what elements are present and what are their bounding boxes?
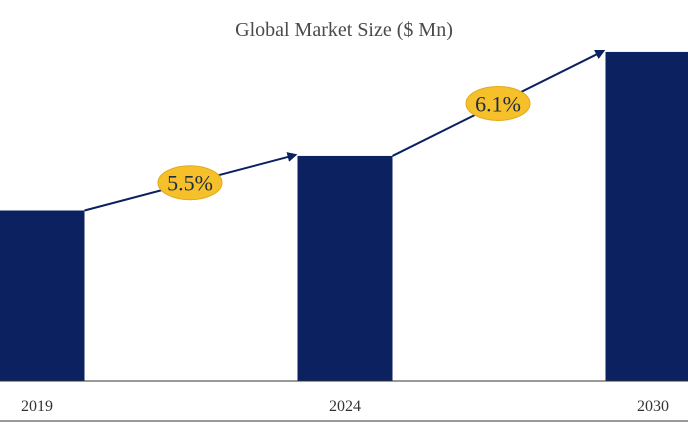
bars-layer xyxy=(0,51,688,382)
bar-2019 xyxy=(0,210,85,381)
cagr-badge-1 xyxy=(157,165,223,201)
cagr-label-1: 5.5% xyxy=(167,171,213,196)
cagr-label-2: 6.1% xyxy=(475,91,521,116)
cagr-badge-2 xyxy=(465,85,531,121)
chart-title: Global Market Size ($ Mn) xyxy=(235,19,453,41)
bar-2030 xyxy=(605,51,688,382)
x-tick-label-2019: 2019 xyxy=(21,398,53,415)
trend-arrows-layer: 5.5% 6.1% xyxy=(84,50,606,212)
x-tick-labels: 2019 2024 2030 xyxy=(21,398,669,415)
x-tick-label-2024: 2024 xyxy=(329,398,361,415)
x-tick-label-2030: 2030 xyxy=(637,398,669,415)
bar-2024 xyxy=(297,155,393,381)
